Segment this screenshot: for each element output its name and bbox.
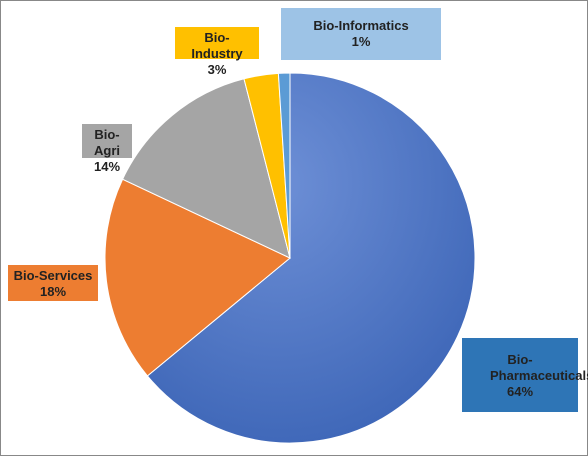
pie-slice xyxy=(277,72,291,259)
value-label: 3% xyxy=(207,62,227,77)
slice-label: Bio-Industry 3% xyxy=(175,27,259,77)
value-label: 14% xyxy=(93,159,121,174)
value-label: 64% xyxy=(506,384,534,399)
slice-label: Bio-Services 18% xyxy=(8,265,98,301)
category-label: Bio-Industry xyxy=(191,30,243,61)
category-label: Bio-Pharmaceuticals xyxy=(490,352,588,383)
category-label: Bio-Agri xyxy=(94,127,120,158)
pie-slice xyxy=(121,78,291,259)
value-label: 18% xyxy=(39,284,67,299)
category-label: Bio-Services xyxy=(13,268,93,283)
category-label: Bio-Informatics xyxy=(313,18,409,33)
slice-label: Bio-Pharmaceuticals 64% xyxy=(462,338,588,412)
value-label: 1% xyxy=(351,34,371,49)
pie-slice xyxy=(146,72,476,444)
slice-label: Bio-Informatics 1% xyxy=(281,8,441,60)
slice-label: Bio-Agri 14% xyxy=(82,124,132,174)
pie-slice xyxy=(104,178,291,377)
